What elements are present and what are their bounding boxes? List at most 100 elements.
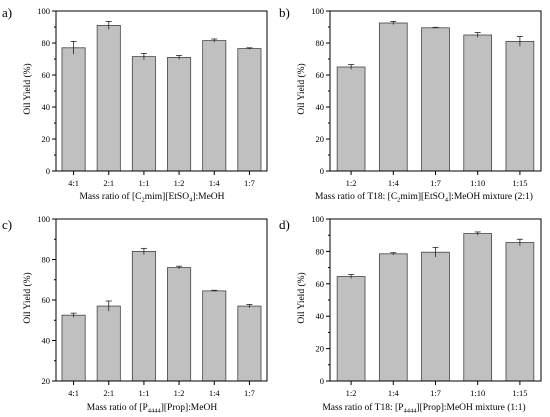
y-axis-label-a: Oil Yield (%) xyxy=(22,63,33,114)
y-tick-label-b-1: 20 xyxy=(316,134,325,144)
x-tick-label-c-3: 1:2 xyxy=(174,388,185,398)
bar-a-2 xyxy=(131,56,156,172)
x-axis-label-d-part-0: Mass ratio of T18: [P xyxy=(322,402,403,413)
bar-d-3 xyxy=(463,233,493,382)
panel-label-a: a) xyxy=(2,5,12,20)
x-tick-label-b-3: 1:10 xyxy=(470,178,485,188)
plot-b: 0 20 40 60 80 100 1:2 1:4 1:7 1:10 1:15 xyxy=(311,6,542,188)
bar-a-5 xyxy=(237,48,262,172)
y-tick-label-c-3: 80 xyxy=(42,255,51,265)
y-tick-label-a-2: 40 xyxy=(42,102,51,112)
bar-c-2 xyxy=(131,250,156,382)
x-axis-label-c-part-1: 4444 xyxy=(148,408,162,415)
y-tick-label-d-2: 40 xyxy=(316,311,325,321)
x-tick-label-a-4: 1:4 xyxy=(209,178,221,188)
x-tick-label-b-4: 1:15 xyxy=(512,178,527,188)
bar-d-4 xyxy=(505,242,535,382)
x-tick-label-d-4: 1:15 xyxy=(512,388,527,398)
bar-c-0 xyxy=(61,314,86,382)
x-tick-label-c-5: 1:7 xyxy=(244,388,255,398)
x-axis-label-c-part-2: ][Prop]:MeOH xyxy=(161,403,218,413)
axes-frame-d xyxy=(329,218,542,382)
x-tick-label-b-0: 1:2 xyxy=(346,178,357,188)
x-tick-label-b-1: 1:4 xyxy=(388,178,400,188)
bar-b-1 xyxy=(378,22,408,172)
y-tick-label-a-4: 80 xyxy=(42,38,51,48)
panel-d: d) Oil Yield (%) Mass ratio of T18: [P44… xyxy=(279,214,542,415)
x-tick-label-a-3: 1:2 xyxy=(174,178,185,188)
y-tick-label-a-5: 100 xyxy=(37,6,50,16)
panel-label-d: d) xyxy=(279,217,290,232)
x-axis-label-a-part-3: 4 xyxy=(189,197,193,204)
y-tick-label-d-3: 60 xyxy=(316,279,325,289)
x-axis-label-b-part-4: ]:MeOH mixture (2:1) xyxy=(448,191,533,202)
x-tick-label-d-1: 1:4 xyxy=(388,388,400,398)
y-tick-label-b-3: 60 xyxy=(316,70,325,80)
x-axis-label-a-part-2: mim][EtSO xyxy=(145,192,189,202)
y-tick-label-c-1: 40 xyxy=(42,336,51,346)
x-axis-label-b: Mass ratio of T18: [C2mim][EtSO4]:MeOH m… xyxy=(315,191,533,204)
y-axis-label-c: Oil Yield (%) xyxy=(22,272,33,323)
x-axis-label-c-part-0: Mass ratio of [P xyxy=(87,402,148,413)
y-tick-label-d-0: 0 xyxy=(320,376,324,386)
bar-c-1 xyxy=(96,305,121,382)
bar-b-2 xyxy=(421,27,450,172)
x-axis-label-a-part-1: 2 xyxy=(141,197,144,204)
bar-d-2 xyxy=(421,251,450,382)
x-axis-label-a-part-4: ]:MeOH xyxy=(192,192,224,202)
panel-label-c: c) xyxy=(2,217,12,232)
panel-b: b) Oil Yield (%) Mass ratio of T18: [C2m… xyxy=(279,5,542,204)
bar-a-0 xyxy=(61,47,86,172)
x-tick-label-b-2: 1:7 xyxy=(430,178,441,188)
axes-frame-b xyxy=(329,10,542,172)
x-tick-label-d-0: 1:2 xyxy=(346,388,357,398)
axes-frame-a xyxy=(55,10,268,172)
y-axis-label-b: Oil Yield (%) xyxy=(296,63,307,114)
plot-c: 20 40 60 80 100 4:1 2:1 1:1 1:2 1:4 1:7 xyxy=(37,214,268,398)
x-axis-label-b-part-3: 4 xyxy=(445,197,449,204)
x-axis-label-d: Mass ratio of T18: [P4444][Prop]:MeOH mi… xyxy=(322,402,525,415)
y-tick-label-a-1: 20 xyxy=(42,134,51,144)
bar-d-1 xyxy=(378,253,408,382)
x-axis-label-c: Mass ratio of [P4444][Prop]:MeOH xyxy=(87,402,218,415)
x-axis-label-a: Mass ratio of [C2mim][EtSO4]:MeOH xyxy=(79,191,224,204)
plot-a: 0 20 40 60 80 100 4:1 2:1 1:1 1:2 1:4 1:7 xyxy=(37,6,268,188)
y-tick-label-b-5: 100 xyxy=(311,6,324,16)
x-axis-label-b-part-2: mim][EtSO xyxy=(400,192,444,202)
panel-label-b: b) xyxy=(279,5,290,20)
x-tick-label-d-2: 1:7 xyxy=(430,388,441,398)
bar-d-0 xyxy=(336,276,366,382)
x-axis-label-b-part-0: Mass ratio of T18: [C xyxy=(315,191,397,202)
axes-frame-c xyxy=(55,218,268,382)
y-tick-label-a-3: 60 xyxy=(42,70,51,80)
x-tick-label-c-4: 1:4 xyxy=(209,388,221,398)
y-tick-label-c-2: 60 xyxy=(42,295,51,305)
bar-c-3 xyxy=(167,267,192,382)
bar-c-4 xyxy=(202,290,227,382)
plot-d: 0 20 40 60 80 100 1:2 1:4 1:7 1:10 1:15 xyxy=(311,214,542,398)
x-tick-label-c-0: 4:1 xyxy=(68,388,79,398)
y-tick-label-d-5: 100 xyxy=(311,214,324,224)
y-tick-label-d-4: 80 xyxy=(316,246,325,256)
bar-b-4 xyxy=(505,41,535,172)
bar-a-3 xyxy=(167,57,192,172)
y-axis-label-d: Oil Yield (%) xyxy=(296,272,307,323)
x-tick-label-a-2: 1:1 xyxy=(138,178,149,188)
bar-c-5 xyxy=(237,305,262,382)
x-axis-label-d-part-2: ][Prop]:MeOH mixture (1:1) xyxy=(416,402,525,413)
panel-c: c) Oil Yield (%) Mass ratio of [P4444][P… xyxy=(2,214,268,415)
x-tick-label-c-1: 2:1 xyxy=(103,388,114,398)
y-tick-label-b-0: 0 xyxy=(320,166,324,176)
x-axis-label-a-part-0: Mass ratio of [C xyxy=(79,191,141,202)
bar-b-3 xyxy=(463,34,493,172)
panel-a: a) Oil Yield (%) Mass ratio of [C2mim][E… xyxy=(2,5,268,204)
x-tick-label-a-1: 2:1 xyxy=(103,178,114,188)
y-tick-label-c-0: 20 xyxy=(42,376,51,386)
x-axis-label-d-part-1: 4444 xyxy=(403,408,417,415)
bar-a-4 xyxy=(202,40,227,172)
y-tick-label-b-4: 80 xyxy=(316,38,325,48)
x-tick-label-a-5: 1:7 xyxy=(244,178,255,188)
bar-a-1 xyxy=(96,24,121,172)
x-tick-label-c-2: 1:1 xyxy=(138,388,149,398)
